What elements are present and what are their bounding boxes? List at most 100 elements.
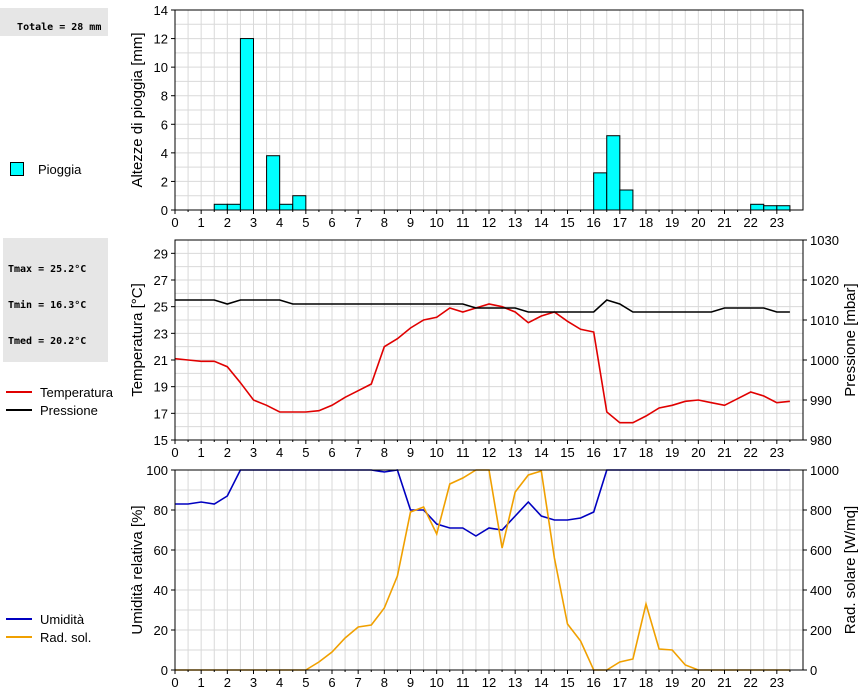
x-tick-label: 17 — [613, 215, 627, 230]
y2-tick-label: 800 — [810, 503, 832, 518]
pressione-swatch — [6, 409, 32, 411]
y2-axis-title: Pressione [mbar] — [842, 283, 859, 396]
x-tick-label: 5 — [302, 445, 309, 460]
rad-sol-swatch — [6, 636, 32, 638]
y-tick-label: 29 — [154, 246, 168, 261]
x-tick-label: 16 — [586, 675, 600, 690]
x-tick-label: 13 — [508, 215, 522, 230]
y-tick-label: 2 — [161, 174, 168, 189]
rain-bar — [279, 203, 294, 211]
x-tick-label: 7 — [355, 215, 362, 230]
x-tick-label: 18 — [639, 675, 653, 690]
y-tick-label: 60 — [154, 543, 168, 558]
x-tick-label: 7 — [355, 445, 362, 460]
x-tick-label: 6 — [328, 445, 335, 460]
x-tick-label: 23 — [770, 675, 784, 690]
y2-tick-label: 0 — [810, 663, 817, 678]
legend-label-rad-sol: Rad. sol. — [40, 629, 92, 645]
x-tick-label: 19 — [665, 675, 679, 690]
x-tick-label: 2 — [224, 675, 231, 690]
x-tick-label: 15 — [560, 675, 574, 690]
y-axis-title: Temperatura [°C] — [129, 283, 146, 397]
x-tick-label: 17 — [613, 445, 627, 460]
x-tick-label: 14 — [534, 675, 548, 690]
y-tick-label: 4 — [161, 146, 168, 161]
x-tick-label: 8 — [381, 445, 388, 460]
rain-bar — [750, 203, 765, 211]
temperatura-swatch — [6, 391, 32, 393]
x-tick-label: 4 — [276, 675, 283, 690]
legend-label-umidita: Umidità — [40, 611, 85, 627]
y-tick-label: 25 — [154, 300, 168, 315]
legend-item-umidita: Umidità — [6, 610, 91, 628]
x-tick-label: 4 — [276, 445, 283, 460]
series-line-umidit- — [175, 469, 790, 537]
x-tick-label: 21 — [717, 675, 731, 690]
legend-item-pressione: Pressione — [6, 401, 113, 419]
x-tick-label: 11 — [456, 675, 470, 690]
legend-item-temperatura: Temperatura — [6, 383, 113, 401]
umidita-swatch — [6, 618, 32, 620]
temperature-stats-box: Tmax = 25.2°C Tmin = 16.3°C Tmed = 20.2°… — [3, 238, 108, 362]
x-tick-label: 9 — [407, 445, 414, 460]
x-tick-label: 18 — [639, 445, 653, 460]
y-tick-label: 20 — [154, 623, 168, 638]
rain-legend: Pioggia — [10, 160, 81, 178]
series-line-temperatura — [174, 303, 790, 424]
x-tick-label: 19 — [665, 445, 679, 460]
y-tick-label: 27 — [154, 273, 168, 288]
rain-bar — [619, 189, 634, 211]
x-tick-label: 22 — [743, 675, 757, 690]
y2-tick-label: 200 — [810, 623, 832, 638]
x-tick-label: 8 — [381, 215, 388, 230]
legend-label-temperatura: Temperatura — [40, 384, 113, 400]
x-tick-label: 13 — [508, 675, 522, 690]
x-tick-label: 3 — [250, 675, 257, 690]
y2-tick-label: 1000 — [810, 463, 839, 478]
x-tick-label: 15 — [560, 445, 574, 460]
y-tick-label: 17 — [154, 406, 168, 421]
y2-tick-label: 400 — [810, 583, 832, 598]
rain-bar — [763, 205, 778, 211]
y-tick-label: 8 — [161, 89, 168, 104]
x-tick-label: 7 — [355, 675, 362, 690]
rain-bar — [292, 195, 307, 211]
y-tick-label: 6 — [161, 117, 168, 132]
x-tick-label: 6 — [328, 215, 335, 230]
rain-bar — [226, 203, 241, 211]
x-tick-label: 3 — [250, 445, 257, 460]
x-tick-label: 2 — [224, 445, 231, 460]
x-tick-label: 0 — [171, 215, 178, 230]
y-tick-label: 12 — [154, 32, 168, 47]
legend-label-pressione: Pressione — [40, 402, 98, 418]
x-tick-label: 14 — [534, 445, 548, 460]
y2-tick-label: 1010 — [810, 313, 839, 328]
y-tick-label: 40 — [154, 583, 168, 598]
chart-panel-3: 0 1 2 3 4 5 6 7 8 9 10 11 12 13 14 15 16 17 18 19 20 21 22 2302… — [129, 463, 859, 690]
rain-total-text: Totale = 28 mm — [17, 22, 102, 33]
x-tick-label: 20 — [691, 445, 705, 460]
x-tick-label: 14 — [534, 215, 548, 230]
series-line-pressione — [175, 299, 790, 313]
y-tick-label: 0 — [161, 663, 168, 678]
legend-item-pioggia: Pioggia — [10, 160, 81, 178]
x-tick-label: 19 — [665, 215, 679, 230]
x-tick-label: 9 — [407, 215, 414, 230]
chart-panel-2: 0 1 2 3 4 5 6 7 8 9 10 11 12 13 14 15 16 17 18 19 20 21 22 2315… — [129, 233, 859, 460]
tmax-text: Tmax = 25.2°C — [8, 264, 87, 275]
y-axis-title: Altezze di pioggia [mm] — [129, 32, 146, 187]
x-tick-label: 22 — [743, 215, 757, 230]
x-tick-label: 21 — [717, 215, 731, 230]
x-tick-label: 20 — [691, 675, 705, 690]
x-tick-label: 8 — [381, 675, 388, 690]
x-tick-label: 18 — [639, 215, 653, 230]
y2-tick-label: 980 — [810, 433, 832, 448]
y-tick-label: 14 — [154, 3, 168, 18]
y-axis-title: Umidità relativa [%] — [129, 505, 146, 634]
x-tick-label: 9 — [407, 675, 414, 690]
x-tick-label: 6 — [328, 675, 335, 690]
y2-tick-label: 1020 — [810, 273, 839, 288]
pioggia-swatch — [10, 162, 24, 176]
x-tick-label: 17 — [613, 675, 627, 690]
y-tick-label: 0 — [161, 203, 168, 218]
